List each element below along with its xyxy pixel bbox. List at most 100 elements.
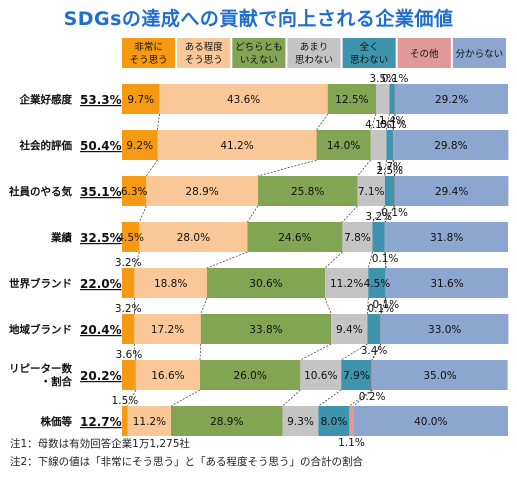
value-label: 29.4% (435, 186, 468, 198)
connector-line (199, 343, 202, 361)
bar-segment-4 (372, 222, 385, 252)
value-label: 1.5% (112, 395, 139, 407)
value-label: 14.0% (327, 140, 360, 152)
bar-segment-2 (206, 268, 326, 298)
legend-label-0: そう思う (130, 55, 168, 66)
value-label: 33.8% (249, 324, 282, 336)
value-label: 4.5% (364, 278, 391, 290)
legend-label-5: その他 (410, 48, 439, 60)
bar-segment-6 (385, 222, 508, 252)
connector-line (127, 389, 137, 407)
bar-segment-4 (386, 130, 393, 160)
connector-line (324, 297, 332, 315)
connector-line (380, 297, 386, 315)
value-label: 9.7% (127, 94, 154, 106)
connector-line (386, 113, 390, 131)
value-label: 0.1% (372, 253, 399, 265)
value-label: 0.1% (367, 303, 394, 315)
bar-segment-5 (384, 222, 386, 252)
value-label: 16.6% (151, 370, 184, 382)
connector-line (341, 343, 368, 361)
connector-line (392, 159, 395, 177)
value-label: 3.2% (365, 211, 392, 223)
value-label: 9.2% (126, 140, 153, 152)
value-label: 31.6% (430, 278, 463, 290)
connector-line (372, 343, 382, 361)
bar-segment-0 (122, 84, 160, 114)
connector-line (318, 389, 342, 407)
value-label: 7.9% (343, 370, 370, 382)
legend-swatch-1 (177, 38, 231, 68)
legend-label-1: ある程度 (185, 41, 224, 53)
value-label: 29.8% (434, 140, 467, 152)
bar-segment-6 (393, 130, 509, 160)
legend-label-3: 思わない (295, 55, 333, 66)
connector-line (342, 205, 358, 223)
bar-segment-6 (381, 314, 509, 344)
value-label: 11.2% (133, 416, 166, 428)
legend-swatch-5 (397, 38, 451, 68)
connector-line (371, 343, 381, 361)
category-label: 社員のやる気 (8, 185, 72, 198)
bar-segment-4 (384, 176, 395, 206)
value-label: 0.1% (372, 299, 399, 311)
legend-label-6: 分からない (456, 49, 504, 60)
connector-line (384, 251, 386, 269)
legend-swatch-0 (122, 38, 176, 68)
value-label: 0.1% (382, 73, 409, 85)
value-label: 28.9% (210, 416, 243, 428)
legend-label-0: 非常に (134, 41, 163, 53)
legend-label-2: どちらとも (235, 42, 283, 53)
value-label: 3.5% (369, 73, 396, 85)
bar-segment-1 (135, 360, 200, 390)
bar-segment-1 (159, 84, 328, 114)
category-label: 社会的評価 (19, 139, 73, 152)
bar-segment-5 (371, 360, 373, 390)
connector-line (393, 113, 396, 131)
connector-line (384, 205, 396, 223)
connector-line (206, 251, 248, 269)
value-label: 0.1% (380, 119, 407, 131)
value-label: 4.1% (365, 119, 392, 131)
connector-line (349, 389, 372, 407)
connector-line (324, 251, 343, 269)
agree-total-label: 20.2% (80, 369, 122, 383)
value-label: 43.6% (227, 94, 260, 106)
bar-segment-4 (318, 406, 350, 436)
value-label: 31.8% (430, 232, 463, 244)
bar-segment-5 (394, 84, 396, 114)
value-label: 24.6% (278, 232, 311, 244)
footnote-2: 注2：下線の値は「非常にそう思う」と「ある程度そう思う」の合計の割合 (10, 456, 363, 468)
bar-segment-0 (122, 222, 140, 252)
connector-line (134, 343, 137, 361)
connector-line (353, 389, 373, 407)
value-label: 11.2% (330, 278, 363, 290)
value-label: 8.0% (321, 416, 348, 428)
connector-line (393, 159, 396, 177)
category-label: 世界ブランド (9, 277, 72, 290)
bar-segment-0 (122, 268, 135, 298)
bar-segment-2 (327, 84, 376, 114)
value-label: 3.2% (115, 257, 142, 269)
legend-swatch-4 (342, 38, 396, 68)
bar-segment-0 (122, 360, 136, 390)
value-label: 7.1% (358, 186, 385, 198)
bar-segment-5 (394, 176, 396, 206)
bar-segment-3 (370, 130, 387, 160)
bar-segment-6 (386, 268, 508, 298)
connector-line (157, 113, 160, 131)
value-label: 3.4% (361, 345, 388, 357)
connector-line (247, 205, 259, 223)
legend-swatch-6 (452, 38, 506, 68)
bar-segment-1 (134, 314, 201, 344)
bar-segment-2 (200, 314, 332, 344)
bar-segment-3 (342, 222, 373, 252)
connector-line (282, 389, 301, 407)
value-label: 26.0% (233, 370, 266, 382)
bar-segment-2 (316, 130, 371, 160)
bar-segment-0 (122, 176, 147, 206)
value-label: 0.1% (381, 207, 408, 219)
category-label: 株価等 (41, 415, 73, 428)
connector-line (384, 251, 387, 269)
